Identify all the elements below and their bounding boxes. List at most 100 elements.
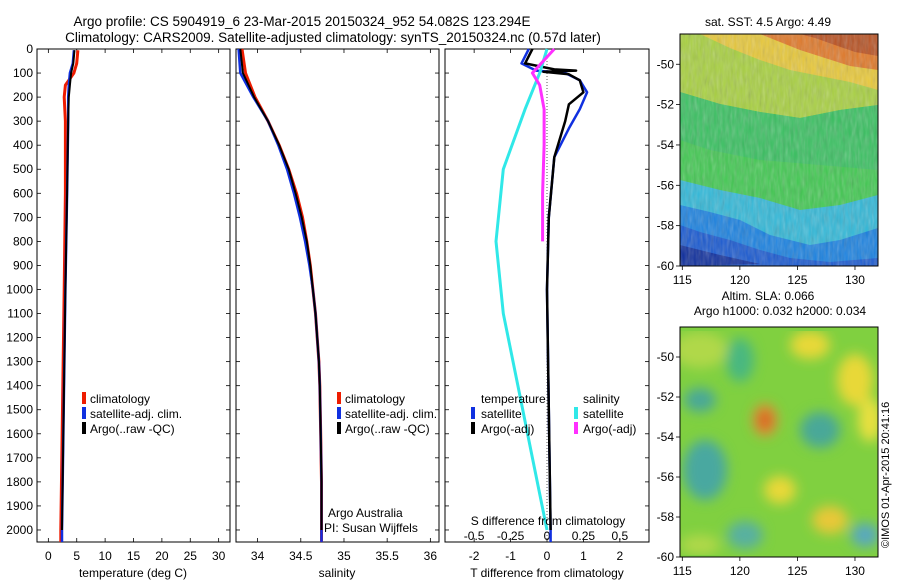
legend-label-satellite: satellite-adj. clim. <box>345 407 437 421</box>
depth-tick-label: 1200 <box>6 331 33 345</box>
series-line-climatology <box>240 48 323 542</box>
map-x-tick-label: 120 <box>730 564 750 578</box>
legend-label-climatology: climatology <box>345 392 405 406</box>
legend-label-t-satellite: satellite <box>481 407 522 421</box>
legend-swatch-t-argo <box>471 422 475 434</box>
salinity-xlabel: salinity <box>319 566 356 580</box>
depth-tick-label: 1100 <box>7 307 33 321</box>
map-y-tick-label: -52 <box>657 98 675 112</box>
legend-swatch-argo <box>82 422 86 434</box>
legend-label-s-satellite: satellite <box>583 407 624 421</box>
s-tick-label: -0.25 <box>497 529 525 543</box>
legend-label-s-argo: Argo(-adj) <box>583 422 636 436</box>
temperature-xlabel: temperature (deg C) <box>79 566 187 580</box>
map-y-tick-label: -60 <box>657 550 675 564</box>
legend-label-climatology: climatology <box>90 392 150 406</box>
x-tick-label: 20 <box>155 549 169 563</box>
difference-xlabel-top: S difference from climatology <box>471 514 626 528</box>
sst-map-title: sat. SST: 4.5 Argo: 4.49 <box>705 15 831 29</box>
x-tick-label: 34 <box>251 549 265 563</box>
depth-tick-label: 0 <box>26 42 33 56</box>
series-line-temperature-satellite <box>520 48 589 542</box>
x-tick-label: 2 <box>617 549 624 563</box>
sla-map-frame <box>679 326 879 558</box>
map-y-tick-label: -50 <box>657 350 675 364</box>
salinity-legend: climatology satellite-adj. clim. Argo(..… <box>337 392 437 436</box>
map-y-tick-label: -56 <box>657 470 675 484</box>
map-x-tick-label: 125 <box>787 273 807 287</box>
legend-swatch-s-argo <box>574 422 578 434</box>
series-line-salinity-argo-adj- <box>530 47 556 242</box>
x-tick-label: -1 <box>505 549 516 563</box>
depth-tick-label: 1900 <box>6 499 33 513</box>
temperature-axis-ticks: 0 5 10 15 20 25 30 <box>45 49 226 563</box>
pi-label: PI: Susan Wijffels <box>324 521 418 535</box>
map-y-tick-label: -52 <box>657 390 675 404</box>
legend-swatch-t-satellite <box>471 407 475 419</box>
difference-xlabel: T difference from climatology <box>470 566 624 580</box>
legend-label-argo: Argo(..raw -QC) <box>90 422 175 436</box>
sst-map-ticks: 115 120 125 130 -50 -52 -54 -56 -58 -60 <box>657 57 866 287</box>
sst-texture <box>680 34 878 266</box>
x-tick-label: 35 <box>337 549 351 563</box>
depth-tick-label: 1800 <box>6 475 33 489</box>
legend-label-argo: Argo(..raw -QC) <box>345 422 430 436</box>
depth-tick-label: 1000 <box>6 282 33 296</box>
x-tick-label: 0 <box>45 549 52 563</box>
x-tick-label: 36 <box>424 549 438 563</box>
x-tick-label: 5 <box>73 549 80 563</box>
depth-tick-label: 300 <box>13 114 33 128</box>
salinity-axes-frame <box>235 48 440 543</box>
depth-tick-label: 1700 <box>6 451 33 465</box>
depth-tick-label: 600 <box>13 186 33 200</box>
s-tick-label: -0.5 <box>464 529 485 543</box>
temperature-legend: climatology satellite-adj. clim. Argo(..… <box>82 392 182 436</box>
legend-label-t-argo: Argo(-adj) <box>481 422 534 436</box>
difference-legend: temperature salinity satellite Argo(-adj… <box>471 392 636 436</box>
sla-heatmap <box>680 327 878 557</box>
map-x-tick-label: 125 <box>787 564 807 578</box>
x-tick-label: -2 <box>469 549 480 563</box>
depth-tick-label: 1400 <box>6 379 33 393</box>
depth-tick-label: 500 <box>13 162 33 176</box>
x-tick-label: 15 <box>127 549 141 563</box>
salinity-axis-ticks: 34 34.5 35 35.5 36 <box>251 49 437 563</box>
x-tick-label: 34.5 <box>289 549 313 563</box>
series-line-satellite-adj-clim- <box>237 48 323 542</box>
x-tick-label: 10 <box>98 549 112 563</box>
legend-swatch-argo <box>337 422 341 434</box>
sst-map-frame <box>679 33 879 267</box>
salinity-series <box>237 48 323 542</box>
sla-map-ticks: 115 120 125 130 -50 -52 -54 -56 -58 -60 <box>657 350 866 578</box>
map-x-tick-label: 115 <box>673 273 692 287</box>
map-y-tick-label: -54 <box>657 138 675 152</box>
title-line-2: Climatology: CARS2009. Satellite-adjuste… <box>65 30 601 45</box>
title-line-1: Argo profile: CS 5904919_6 23-Mar-2015 2… <box>73 14 530 29</box>
sla-map-subtitle: Argo h1000: 0.032 h2000: 0.034 <box>694 304 866 318</box>
map-y-tick-label: -60 <box>657 259 675 273</box>
map-y-tick-label: -58 <box>657 219 675 233</box>
difference-axis-ticks: -2 -1 0 1 2-0.5 -0.25 0 0.25 0.5 <box>464 49 629 563</box>
map-x-tick-label: 120 <box>730 273 750 287</box>
legend-swatch-s-satellite <box>574 407 578 419</box>
map-x-tick-label: 130 <box>845 564 865 578</box>
series-line-salinity-satellite <box>494 48 549 531</box>
depth-tick-label: 200 <box>13 90 33 104</box>
imos-stamp: ©IMOS 01-Apr-2015 20:41:16 <box>880 402 892 548</box>
s-tick-label: 0.5 <box>612 529 629 543</box>
depth-tick-label: 900 <box>13 258 33 272</box>
x-tick-label: 0 <box>544 549 551 563</box>
difference-series <box>494 47 589 542</box>
x-tick-label: 1 <box>580 549 587 563</box>
series-line-argo-raw-qc- <box>239 48 323 530</box>
legend-header-temperature: temperature <box>481 392 546 406</box>
argo-australia-label: Argo Australia <box>328 506 403 520</box>
depth-tick-label: 1600 <box>6 427 33 441</box>
x-tick-label: 30 <box>212 549 226 563</box>
legend-swatch-climatology <box>82 392 86 404</box>
depth-tick-label: 1500 <box>6 403 33 417</box>
legend-header-salinity: salinity <box>583 392 620 406</box>
sst-heatmap <box>680 34 878 266</box>
legend-swatch-satellite <box>337 407 341 419</box>
